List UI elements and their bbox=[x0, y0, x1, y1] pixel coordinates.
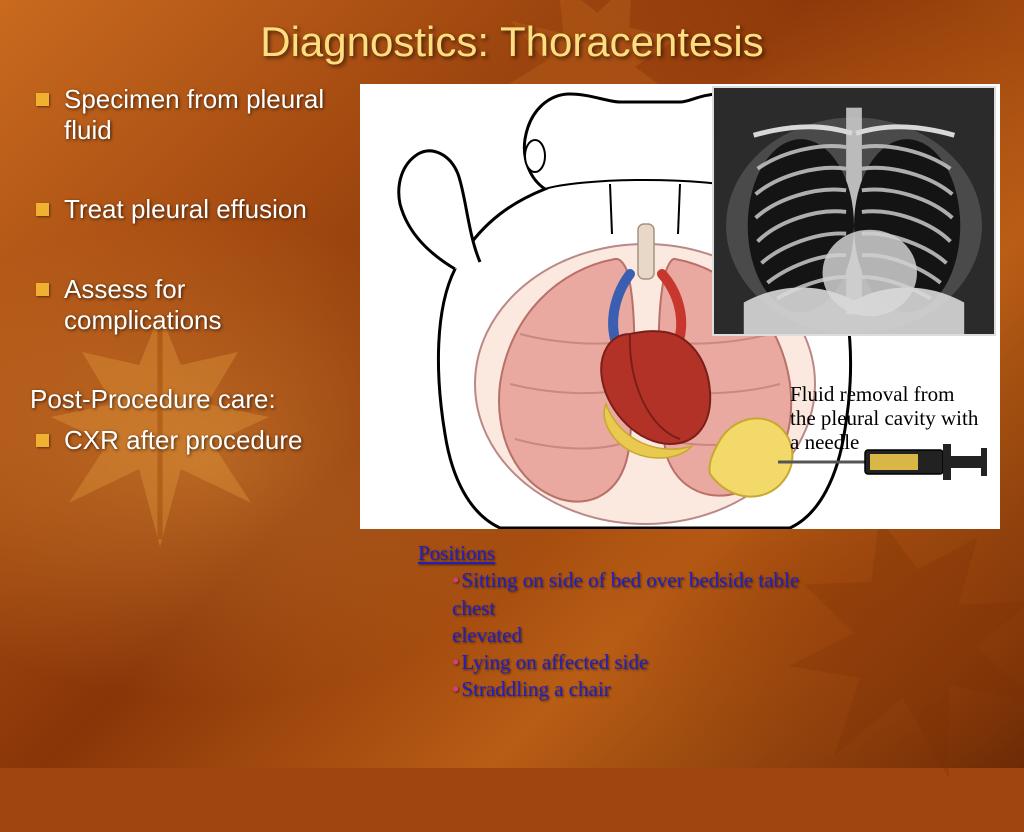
sub-bullet-list: CXR after procedure bbox=[30, 425, 340, 456]
figure-caption: Fluid removal from the pleural cavity wi… bbox=[790, 382, 980, 454]
main-bullet-list: Specimen from pleural fluid Treat pleura… bbox=[30, 84, 340, 336]
slide-title: Diagnostics: Thoracentesis bbox=[30, 18, 994, 66]
thoracentesis-figure: Fluid removal from the pleural cavity wi… bbox=[360, 84, 1000, 529]
slide-body: Specimen from pleural fluid Treat pleura… bbox=[30, 84, 994, 748]
positions-item: Lying on affected side bbox=[452, 649, 978, 676]
positions-title: Positions bbox=[418, 540, 978, 567]
positions-item-cont: chest bbox=[452, 595, 978, 622]
bullet-item: CXR after procedure bbox=[36, 425, 340, 456]
positions-list: Sitting on side of bed over bedside tabl… bbox=[418, 567, 978, 703]
positions-item-cont: elevated bbox=[452, 622, 978, 649]
bullet-item: Treat pleural effusion bbox=[36, 194, 340, 225]
bullet-item: Assess for complications bbox=[36, 274, 340, 336]
positions-block: Positions Sitting on side of bed over be… bbox=[418, 540, 978, 704]
positions-item: Straddling a chair bbox=[452, 676, 978, 703]
right-figure-column: Fluid removal from the pleural cavity wi… bbox=[360, 84, 994, 748]
left-text-column: Specimen from pleural fluid Treat pleura… bbox=[30, 84, 340, 748]
chest-xray-inset bbox=[712, 86, 996, 336]
subheading: Post-Procedure care: bbox=[30, 384, 340, 415]
slide: Diagnostics: Thoracentesis Specimen from… bbox=[0, 0, 1024, 768]
bullet-item: Specimen from pleural fluid bbox=[36, 84, 340, 146]
positions-item: Sitting on side of bed over bedside tabl… bbox=[452, 567, 978, 594]
